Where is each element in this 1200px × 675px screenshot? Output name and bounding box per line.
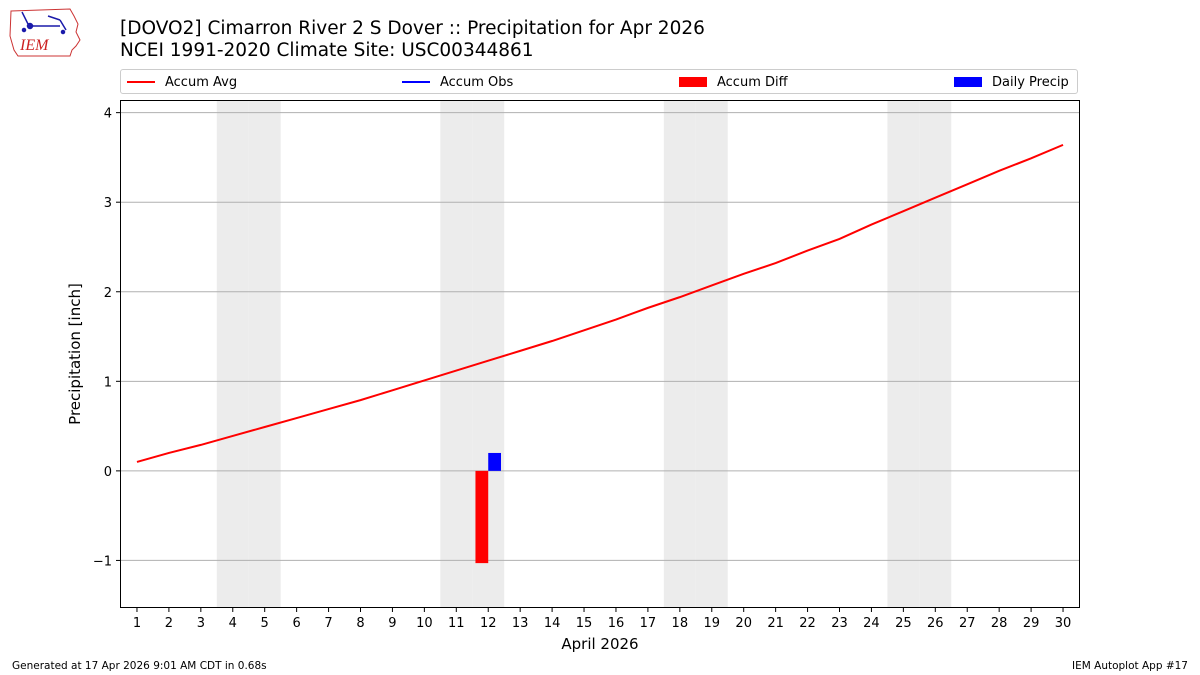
- title-line-2: NCEI 1991-2020 Climate Site: USC00344861: [120, 40, 534, 61]
- x-tick-label-1: 1: [133, 616, 141, 631]
- x-tick-label-29: 29: [1023, 616, 1040, 631]
- lines: [136, 143, 1064, 463]
- x-tick-label-7: 7: [324, 616, 332, 631]
- x-tick-label-25: 25: [895, 616, 912, 631]
- weekend-shade-day-26: [919, 101, 952, 607]
- x-tick-label-9: 9: [388, 616, 396, 631]
- x-tick-label-30: 30: [1055, 616, 1072, 631]
- footer-app: IEM Autoplot App #17: [1072, 660, 1188, 672]
- bars: [475, 452, 502, 564]
- x-tick-label-15: 15: [576, 616, 593, 631]
- legend-swatch-accum-obs: [402, 81, 430, 83]
- x-tick-label-23: 23: [831, 616, 848, 631]
- chart-title: [DOVO2] Cimarron River 2 S Dover :: Prec…: [120, 18, 705, 62]
- y-tick-label-3: 3: [104, 196, 112, 211]
- x-tick-label-4: 4: [229, 616, 237, 631]
- weekend-shade-day-18: [663, 101, 696, 607]
- x-tick-label-8: 8: [356, 616, 364, 631]
- plot-frame: [120, 100, 1080, 608]
- footer-generated: Generated at 17 Apr 2026 9:01 AM CDT in …: [12, 660, 267, 672]
- legend-label-accum-avg: Accum Avg: [165, 74, 238, 90]
- legend-label-accum-diff: Accum Diff: [717, 74, 788, 90]
- x-tick-label-10: 10: [416, 616, 433, 631]
- legend-swatch-accum-avg: [127, 81, 155, 83]
- x-tick-label-12: 12: [480, 616, 497, 631]
- x-tick-label-21: 21: [767, 616, 784, 631]
- logo-text: IEM: [19, 37, 50, 54]
- y-tick-label-2: 2: [104, 286, 112, 301]
- legend-label-accum-obs: Accum Obs: [440, 74, 514, 90]
- x-tick-label-6: 6: [292, 616, 300, 631]
- y-tick-label-0: 0: [104, 465, 112, 480]
- legend-label-daily-precip: Daily Precip: [992, 74, 1069, 90]
- legend-item-accum-avg: Accum Avg: [127, 73, 237, 91]
- weekend-shade-day-4: [216, 101, 249, 607]
- title-line-1: [DOVO2] Cimarron River 2 S Dover :: Prec…: [120, 18, 705, 39]
- iowa-state-outline: [9, 8, 81, 57]
- weekend-shade-day-11: [440, 101, 473, 607]
- y-axis-label: Precipitation [inch]: [66, 283, 84, 425]
- x-tick-label-13: 13: [512, 616, 529, 631]
- chart-legend: Accum Avg Accum Obs Accum Diff Daily Pre…: [120, 69, 1078, 94]
- x-tick-label-27: 27: [959, 616, 976, 631]
- weekend-shade-day-25: [887, 101, 920, 607]
- x-tick-label-26: 26: [927, 616, 944, 631]
- legend-swatch-daily-precip: [954, 77, 982, 87]
- x-tick-label-17: 17: [640, 616, 657, 631]
- x-tick-label-14: 14: [544, 616, 561, 631]
- y-tick-label-4: 4: [104, 107, 112, 122]
- weekend-shading: [216, 101, 952, 607]
- x-tick-label-16: 16: [608, 616, 625, 631]
- iem-logo: IEM: [9, 8, 81, 57]
- accum-diff-bar-day-12: [475, 470, 489, 564]
- weekend-shade-day-19: [695, 101, 728, 607]
- x-tick-label-19: 19: [703, 616, 720, 631]
- x-axis-ticks: 1 2 3 4 5 6 7 8 9 10 11 12 13 14 15 16 17 18 19 20 21 22 23 24 2…: [133, 607, 1071, 631]
- x-tick-label-22: 22: [799, 616, 816, 631]
- legend-swatch-accum-diff: [679, 77, 707, 87]
- x-tick-label-3: 3: [197, 616, 205, 631]
- x-tick-label-28: 28: [991, 616, 1008, 631]
- x-axis-label: April 2026: [561, 635, 638, 653]
- x-tick-label-24: 24: [863, 616, 880, 631]
- x-tick-label-18: 18: [672, 616, 689, 631]
- x-tick-label-2: 2: [165, 616, 173, 631]
- weekend-shade-day-5: [248, 101, 281, 607]
- legend-item-accum-diff: Accum Diff: [679, 73, 788, 91]
- grid-lines: [121, 112, 1079, 561]
- accum-avg-line: [136, 143, 1064, 463]
- legend-item-accum-obs: Accum Obs: [402, 73, 513, 91]
- daily-precip-bar-day-12: [488, 452, 502, 471]
- y-tick-label--1: −1: [93, 554, 112, 569]
- x-tick-label-11: 11: [448, 616, 465, 631]
- legend-item-daily-precip: Daily Precip: [954, 73, 1069, 91]
- y-axis-ticks: −1 0 1 2 3 4: [93, 107, 121, 569]
- weather-station-icon: [21, 11, 67, 35]
- x-tick-label-5: 5: [261, 616, 269, 631]
- y-tick-label-1: 1: [104, 375, 112, 390]
- x-tick-label-20: 20: [735, 616, 752, 631]
